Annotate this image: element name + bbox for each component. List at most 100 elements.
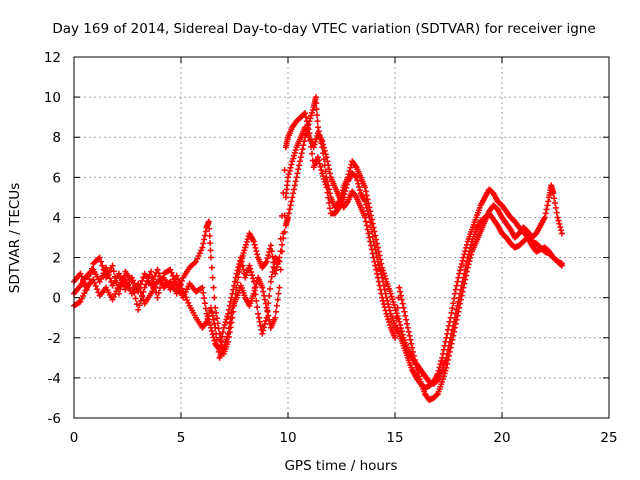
data-point-interp [558, 260, 565, 267]
data-point-interp [341, 191, 348, 198]
data-point-interp [461, 251, 468, 258]
data-point-interp [321, 178, 328, 185]
data-point-interp [403, 320, 410, 327]
data-point-interp [221, 321, 228, 328]
data-point-interp [352, 163, 359, 170]
data-point [148, 268, 155, 275]
data-point [558, 230, 565, 237]
data-point-interp [355, 180, 362, 187]
data-point-interp [408, 364, 415, 371]
data-point-interp [374, 254, 381, 261]
data-point-interp [210, 284, 217, 291]
data-point-interp [204, 313, 211, 320]
data-point-interp [468, 228, 475, 235]
data-point-interp [468, 251, 475, 258]
data-point-interp [556, 220, 563, 227]
data-point [447, 314, 454, 321]
data-point-interp [501, 206, 508, 213]
data-point-interp [458, 292, 465, 299]
data-point-interp [261, 296, 268, 303]
data-point-interp [288, 198, 295, 205]
data-point-interp [361, 182, 368, 189]
data-point-interp [228, 294, 235, 301]
data-point-interp [241, 247, 248, 254]
data-point-interp [299, 146, 306, 153]
data-point-interp [274, 256, 281, 263]
data-point-interp [261, 324, 268, 331]
data-point-interp [140, 289, 147, 296]
data-point-interp [219, 329, 226, 336]
data-point-interp [352, 173, 359, 180]
data-point-interp [207, 240, 214, 247]
data-point-interp [305, 126, 312, 133]
data-point [233, 270, 240, 277]
data-point-interp [232, 296, 239, 303]
data-point [255, 310, 262, 317]
data-point-interp [382, 290, 389, 297]
data-point-interp [136, 284, 143, 291]
data-point-interp [462, 276, 469, 283]
data-point-interp [144, 278, 151, 285]
data-point-interp [252, 244, 259, 251]
data-point-interp [505, 224, 512, 231]
data-point-interp [420, 370, 427, 377]
data-point-interp [238, 258, 245, 265]
data-point-interp [450, 332, 457, 339]
data-point-interp [399, 300, 406, 307]
data-point-interp [201, 300, 208, 307]
data-point-interp [318, 167, 325, 174]
data-point-interp [457, 300, 464, 307]
y-tick-label: 10 [44, 90, 61, 106]
data-point-interp [291, 120, 298, 127]
data-point [443, 334, 450, 341]
data-series [71, 124, 565, 403]
data-point-interp [287, 202, 294, 209]
data-point-interp [435, 367, 442, 374]
data-point-interp [531, 232, 538, 239]
data-point-interp [354, 177, 361, 184]
data-point [456, 304, 463, 311]
data-point-interp [275, 257, 282, 264]
data-point-interp [397, 321, 404, 328]
data-point-interp [356, 187, 363, 194]
data-point-interp [264, 307, 271, 314]
data-point-interp [376, 264, 383, 271]
data-point-interp [367, 219, 374, 226]
data-point-interp [397, 288, 404, 295]
data-point-interp [291, 182, 298, 189]
data-point-interp [230, 286, 237, 293]
data-point-interp [207, 247, 214, 254]
data-point-interp [185, 299, 192, 306]
data-point-interp [291, 149, 298, 156]
data-point-interp [405, 328, 412, 335]
data-point-interp [249, 236, 256, 243]
data-point-interp [371, 242, 378, 249]
data-point-interp [552, 204, 559, 211]
data-point [267, 242, 274, 249]
data-point-interp [552, 200, 559, 207]
data-point-interp [265, 252, 272, 259]
data-point-interp [260, 327, 267, 334]
data-point-interp [540, 216, 547, 223]
data-point-interp [131, 289, 138, 296]
y-axis-label: SDTVAR / TECUs [7, 183, 23, 293]
data-point-interp [85, 281, 92, 288]
data-point [237, 254, 244, 261]
data-point-interp [150, 279, 157, 286]
data-point [464, 264, 471, 271]
data-point-interp [269, 268, 276, 275]
data-point-interp [222, 339, 229, 346]
data-point-interp [488, 188, 495, 195]
data-point-interp [298, 150, 305, 157]
data-point-interp [169, 273, 176, 280]
data-point [207, 304, 214, 311]
data-point-interp [251, 241, 258, 248]
data-point-interp [110, 268, 117, 275]
data-point [456, 270, 463, 277]
data-point-interp [444, 360, 451, 367]
data-point-interp [451, 295, 458, 302]
data-point-interp [273, 302, 280, 309]
data-point-interp [300, 142, 307, 149]
data-point [203, 310, 210, 317]
data-point-interp [505, 238, 512, 245]
